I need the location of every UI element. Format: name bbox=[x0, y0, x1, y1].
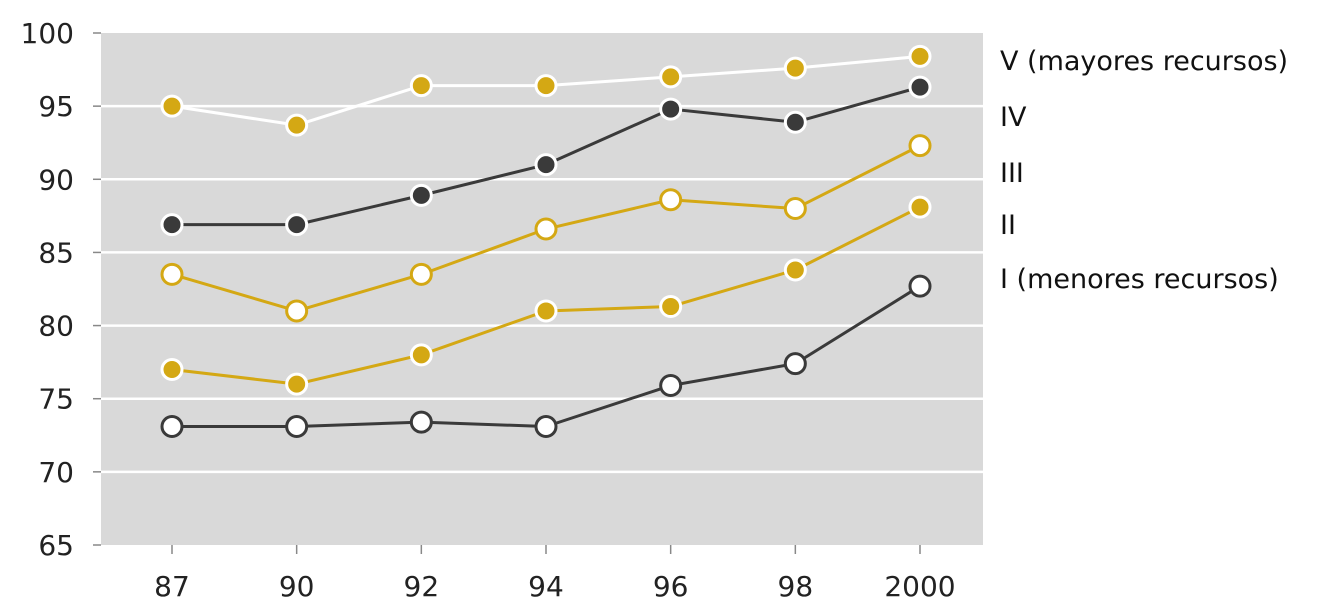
legend-entry: IV bbox=[1000, 102, 1027, 133]
plot-area bbox=[101, 33, 983, 545]
data-point bbox=[534, 74, 558, 98]
x-tick-label: 94 bbox=[528, 570, 564, 603]
data-point bbox=[783, 352, 807, 376]
axes: 65 70 75 80 85 90 95 100 87 90 92 94 96 98 2000 bbox=[21, 17, 956, 603]
y-tick-label: 75 bbox=[38, 383, 74, 416]
data-point bbox=[534, 153, 558, 177]
data-point bbox=[659, 374, 683, 398]
data-point bbox=[908, 195, 932, 219]
data-point bbox=[908, 44, 932, 68]
data-point bbox=[285, 113, 309, 137]
data-point bbox=[285, 415, 309, 439]
series-3 bbox=[160, 134, 932, 323]
y-tick-label: 70 bbox=[38, 456, 74, 489]
data-point bbox=[783, 258, 807, 282]
plot-background bbox=[101, 33, 983, 545]
data-point bbox=[783, 56, 807, 80]
series-5 bbox=[160, 274, 932, 439]
data-point bbox=[160, 262, 184, 286]
data-point bbox=[160, 357, 184, 381]
data-point bbox=[285, 372, 309, 396]
data-point bbox=[659, 97, 683, 121]
x-tick-label: 96 bbox=[653, 570, 689, 603]
y-tick-label: 85 bbox=[38, 236, 74, 269]
y-tick-label: 65 bbox=[38, 529, 74, 562]
series-group bbox=[160, 44, 932, 439]
x-tick-label: 98 bbox=[778, 570, 814, 603]
x-tick-label: 92 bbox=[404, 570, 440, 603]
data-point bbox=[908, 75, 932, 99]
y-tick-label: 100 bbox=[21, 17, 74, 50]
data-point bbox=[783, 110, 807, 134]
x-tick-label: 87 bbox=[154, 570, 190, 603]
data-point bbox=[285, 299, 309, 323]
y-tick-label: 95 bbox=[38, 90, 74, 123]
data-point bbox=[659, 295, 683, 319]
data-point bbox=[534, 299, 558, 323]
data-point bbox=[409, 262, 433, 286]
data-point bbox=[659, 188, 683, 212]
data-point bbox=[409, 183, 433, 207]
data-point bbox=[659, 65, 683, 89]
legend-entry: I (menores recursos) bbox=[1000, 264, 1279, 295]
data-point bbox=[409, 410, 433, 434]
data-point bbox=[409, 343, 433, 367]
x-tick-label: 90 bbox=[279, 570, 315, 603]
legend-entry: III bbox=[1000, 158, 1024, 189]
data-point bbox=[783, 197, 807, 221]
legend-entry: V (mayores recursos) bbox=[1000, 46, 1288, 77]
data-point bbox=[285, 213, 309, 237]
data-point bbox=[160, 415, 184, 439]
y-tick-label: 90 bbox=[38, 163, 74, 196]
series-1 bbox=[160, 44, 932, 137]
x-tick-label: 2000 bbox=[884, 570, 955, 603]
data-point bbox=[160, 213, 184, 237]
data-point bbox=[409, 74, 433, 98]
data-point bbox=[160, 94, 184, 118]
data-point bbox=[534, 217, 558, 241]
data-point bbox=[534, 415, 558, 439]
series-4 bbox=[160, 195, 932, 396]
y-tick-label: 80 bbox=[38, 310, 74, 343]
legend-entry: II bbox=[1000, 210, 1016, 241]
series-2 bbox=[160, 75, 932, 237]
data-point bbox=[908, 274, 932, 298]
data-point bbox=[908, 134, 932, 158]
